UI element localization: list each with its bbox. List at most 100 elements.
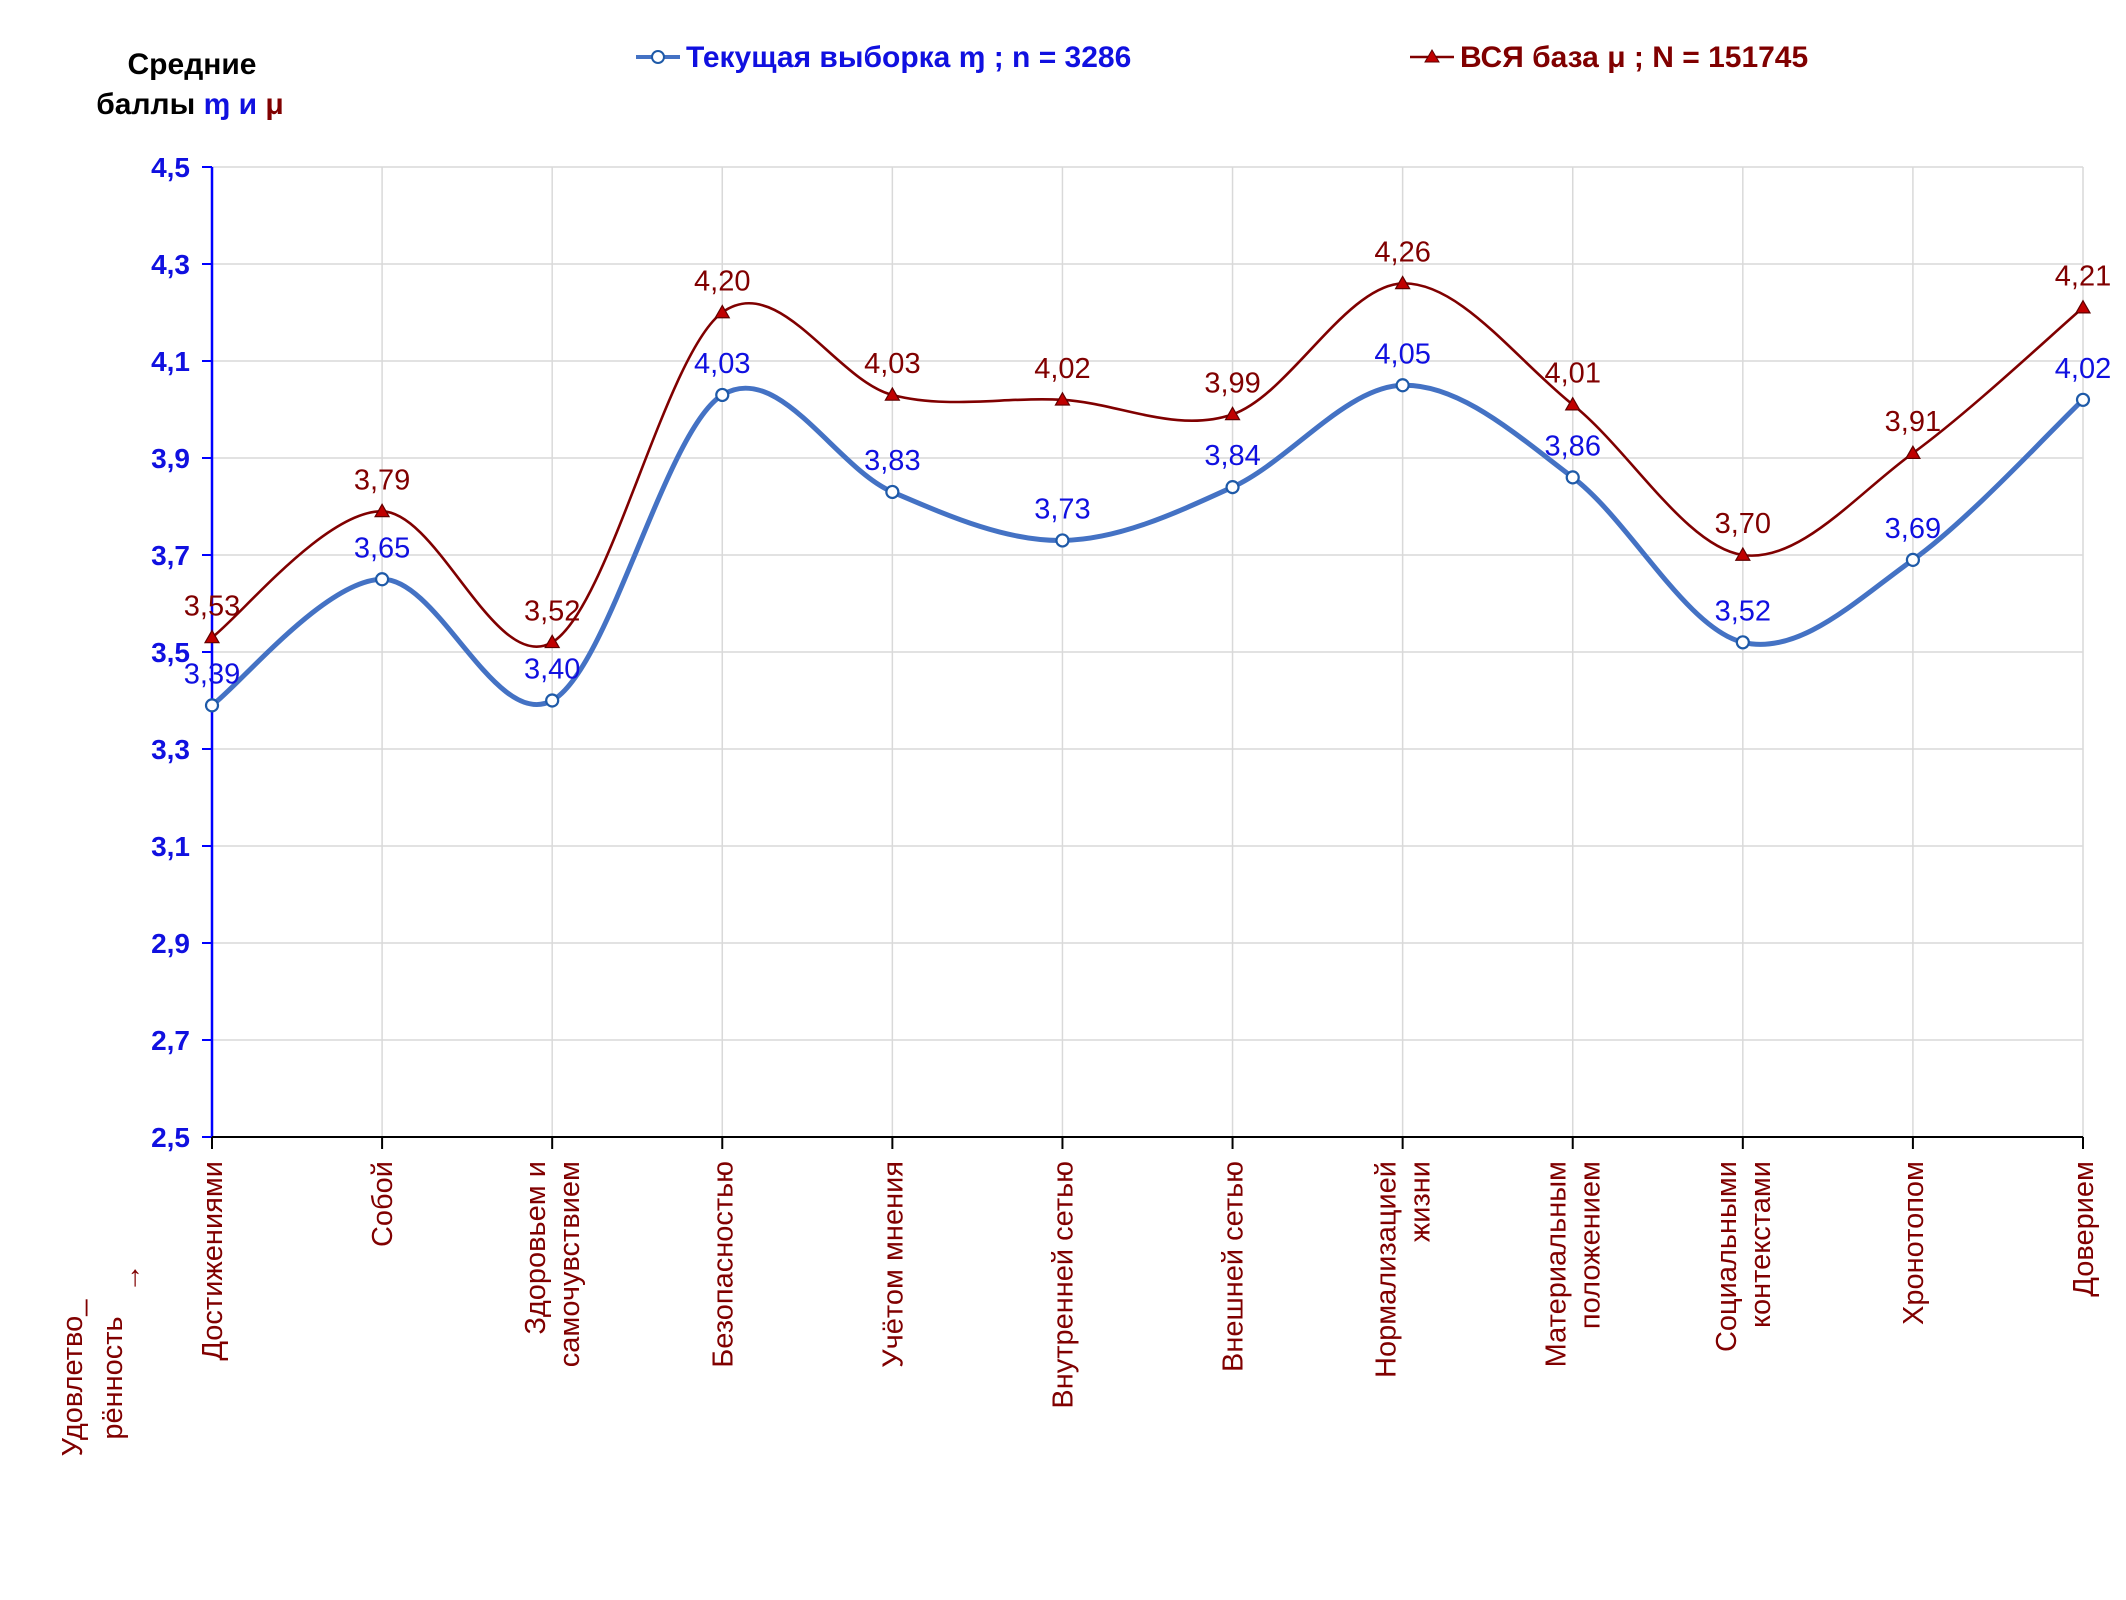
data-label-base: 3,79: [354, 464, 410, 496]
x-tick-label-line: положением: [1575, 1161, 1607, 1329]
data-label-sample: 3,69: [1885, 513, 1941, 545]
data-label-base: 4,01: [1545, 358, 1601, 390]
y-tick-label: 2,9: [151, 928, 190, 959]
gridlines: [212, 166, 2084, 1137]
x-tick-label-line: Социальными: [1711, 1161, 1743, 1352]
legend-entry-sample: Текущая выборка ɱ ; n = 3286: [636, 41, 1131, 74]
data-point-sample: [2075, 392, 2091, 407]
data-point-sample: [1735, 635, 1750, 650]
x-tick-label: Учётом мнения: [877, 1161, 909, 1368]
data-label-base: 4,26: [1374, 236, 1430, 268]
data-label-base: 4,21: [2055, 261, 2111, 293]
x-tick-label: Материальным положением: [1541, 1161, 1607, 1367]
x-tick-label: Здоровьем и самочувствием: [520, 1161, 586, 1367]
data-point-sample: [204, 698, 220, 713]
y-tick-label: 3,1: [151, 831, 190, 862]
data-point-sample: [545, 693, 560, 708]
data-point-sample: [1225, 480, 1240, 495]
x-tick-label: Достижениями: [197, 1161, 229, 1361]
data-label-sample: 3,86: [1545, 430, 1601, 462]
x-tick-labels: Достижениями Собой Здоровьем и самочувствие…: [197, 1161, 2100, 1409]
data-label-sample: 3,40: [524, 654, 580, 686]
data-point-base: [1394, 275, 1411, 290]
data-point-sample: [374, 572, 390, 587]
data-label-sample: 3,39: [184, 658, 240, 690]
x-tick-label-line: самочувствием: [554, 1161, 586, 1367]
x-tick-label-line: Нормализацией: [1371, 1161, 1403, 1378]
y-tick-label: 3,7: [151, 540, 190, 571]
data-label-base: 4,20: [694, 266, 750, 298]
data-label-base: 3,70: [1715, 508, 1771, 540]
x-tick-label-line: Материальным: [1541, 1161, 1573, 1367]
x-tick-label: Доверием: [2068, 1161, 2100, 1297]
y-tick-label: 3,3: [151, 734, 190, 765]
x-tick-label-line: Учётом мнения: [877, 1161, 909, 1368]
y-title-line-2: баллы ɱ и μ: [96, 88, 283, 121]
y-tick-label: 4,3: [151, 249, 190, 280]
y-tick-label: 3,9: [151, 443, 190, 474]
x-tick-label: Внутренней сетью: [1047, 1161, 1079, 1409]
x-tick-label: Социальными контекстами: [1711, 1161, 1777, 1352]
data-label-base: 4,02: [1034, 353, 1090, 385]
x-tick-label-line: Доверием: [2068, 1161, 2100, 1297]
x-note-arrow: →: [115, 1264, 147, 1293]
data-point-sample: [885, 484, 900, 500]
data-label-base: 3,91: [1885, 406, 1941, 438]
x-tick-label-line: Здоровьем и: [520, 1161, 552, 1335]
x-tick-label: Внешней сетью: [1218, 1161, 1250, 1372]
data-point-base: [1904, 444, 1921, 459]
legend-marker: [651, 50, 665, 64]
data-labels: 3,53 3,79 3,52 4,20 4,03 4,02 3,99 4,26 4,01 3,70…: [184, 236, 2111, 690]
data-label-sample: 3,73: [1034, 493, 1090, 525]
x-tick-label-line: Собой: [367, 1161, 399, 1247]
data-point-base: [1054, 391, 1071, 406]
y-tick-label: 2,7: [151, 1025, 190, 1056]
legend: Текущая выборка ɱ ; n = 3286 ВСЯ база μ ;…: [636, 41, 1808, 74]
data-label-sample: 4,05: [1374, 338, 1430, 370]
y-axis-title: Средние баллы ɱ и μ: [96, 48, 283, 121]
legend-marker: [1424, 49, 1440, 63]
data-point-sample: [1395, 378, 1410, 393]
data-point-base: [544, 634, 561, 649]
x-note-line-2: рённость: [97, 1316, 129, 1439]
data-point-base: [374, 503, 391, 518]
x-tick-label: Нормализацией жизни: [1371, 1161, 1437, 1378]
x-axis-title: Удовлетво_ рённость →: [57, 1264, 147, 1457]
data-point-base: [1564, 396, 1581, 411]
data-point-sample: [1905, 552, 1921, 567]
data-label-sample: 3,52: [1715, 595, 1771, 627]
data-label-base: 4,03: [864, 348, 920, 380]
data-point-base: [714, 304, 731, 319]
data-point-sample: [1055, 533, 1070, 548]
data-label-base: 3,53: [184, 590, 240, 622]
data-label-base: 3,52: [524, 595, 580, 627]
series-lines: [203, 275, 2092, 713]
legend-label: Текущая выборка ɱ ; n = 3286: [686, 41, 1131, 74]
y-title-line-1: Средние: [128, 48, 257, 81]
x-tick-label-line: Достижениями: [197, 1161, 229, 1361]
y-tick-label: 3,5: [151, 637, 190, 668]
y-tick-label: 4,1: [151, 346, 190, 377]
x-tick-label: Собой: [367, 1161, 399, 1247]
x-tick-label-line: жизни: [1405, 1161, 1437, 1242]
data-label-sample: 4,02: [2055, 353, 2111, 385]
data-point-sample: [715, 387, 730, 403]
data-point-base: [203, 629, 221, 644]
data-label-sample: 4,03: [694, 348, 750, 380]
series-line-base: [211, 282, 2084, 648]
x-note-line-1: Удовлетво_: [57, 1299, 89, 1457]
legend-label: ВСЯ база μ ; N = 151745: [1460, 41, 1808, 74]
x-axis-note: Удовлетво_ рённость →: [57, 1264, 147, 1457]
legend-entry-base: ВСЯ база μ ; N = 151745: [1410, 41, 1808, 74]
data-point-sample: [1565, 470, 1580, 485]
y-tick-label: 2,5: [151, 1122, 190, 1153]
series-line-sample: [210, 382, 2085, 708]
y-tick-label: 4,5: [151, 152, 190, 183]
data-point-base: [1734, 546, 1751, 561]
x-tick-label: Хронотопом: [1898, 1161, 1930, 1325]
data-point-base: [884, 386, 901, 401]
x-tick-label-line: Безопасностью: [707, 1161, 739, 1368]
data-point-base: [2074, 299, 2092, 314]
